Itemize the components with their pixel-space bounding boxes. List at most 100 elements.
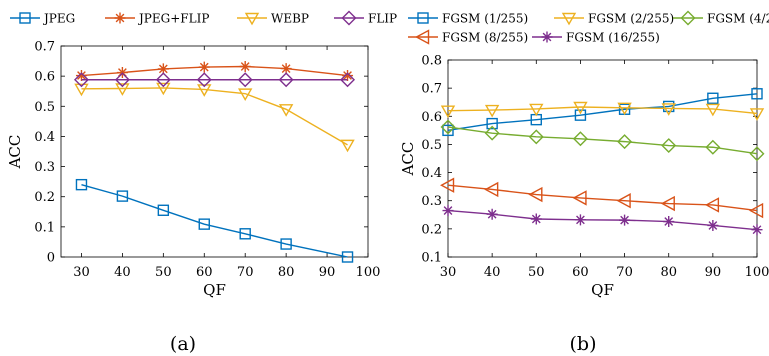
data-point (574, 214, 586, 226)
data-point (573, 101, 588, 115)
x-tick-label: 70 (616, 265, 633, 280)
data-point (198, 61, 210, 73)
data-point (572, 131, 588, 147)
series-line (447, 209, 758, 231)
data-point (617, 134, 633, 150)
legend-item-fgsm-8-255: FGSM (8/255) (408, 29, 528, 45)
data-point (340, 139, 355, 153)
data-point (342, 70, 354, 82)
legend-label: FLIP (368, 12, 397, 26)
data-point (663, 216, 675, 228)
plot-area-frame (447, 59, 758, 258)
data-point (572, 190, 587, 206)
legend-marker (19, 12, 31, 24)
x-tick-label: 30 (73, 265, 90, 280)
y-tick-label: 0.5 (34, 100, 55, 115)
y-axis-label: ACC (399, 142, 417, 177)
y-tick-label: 0.6 (34, 70, 55, 85)
data-point (280, 238, 292, 250)
data-point (484, 181, 499, 198)
data-point (442, 205, 454, 217)
legend-label: FGSM (1/255) (442, 12, 528, 26)
data-point (616, 193, 631, 209)
data-point (749, 108, 765, 121)
data-point (530, 213, 542, 225)
legend-label: FGSM (4/255) (707, 12, 769, 26)
x-tick-label: 100 (745, 265, 769, 280)
data-point (749, 202, 764, 219)
series-line (447, 93, 758, 132)
data-point (239, 228, 251, 240)
plot-area-frame (60, 45, 369, 258)
data-point (528, 129, 544, 145)
legend-label: FGSM (2/255) (588, 12, 674, 26)
x-tick-label: 80 (278, 265, 295, 280)
y-tick-label: 0.1 (34, 220, 55, 235)
data-point (74, 83, 89, 97)
legend-item-flip: FLIP (334, 10, 397, 26)
data-point (278, 72, 294, 88)
data-point (157, 204, 170, 216)
y-tick-label: 0.7 (34, 40, 55, 55)
data-point (114, 72, 130, 88)
data-point (705, 139, 721, 155)
data-point (156, 82, 171, 96)
figure-caption: (b) (570, 333, 597, 355)
series-jpeg (75, 178, 354, 263)
x-tick-label: 30 (440, 265, 457, 280)
y-tick-label: 0.2 (34, 190, 55, 205)
y-axis-label: ACC (6, 135, 24, 170)
legend-label: JPEG+FLIP (137, 12, 209, 26)
data-point (197, 84, 212, 97)
legend-marker (114, 12, 126, 24)
x-tick-label: 40 (484, 265, 501, 280)
legend-item-fgsm-1-255: FGSM (1/255) (408, 12, 528, 26)
x-axis-label: QF (203, 281, 226, 299)
data-point (751, 224, 763, 236)
data-point (115, 83, 130, 96)
data-point (116, 190, 129, 202)
legend-label: FGSM (8/255) (442, 31, 528, 45)
legend-item-fgsm-4-255: FGSM (4/255) (673, 10, 769, 26)
legend-marker (244, 12, 260, 26)
data-point (440, 177, 455, 193)
legend-item-webp: WEBP (237, 12, 309, 26)
x-tick-label: 90 (319, 265, 336, 280)
data-point (574, 109, 587, 121)
legend-label: FGSM (16/255) (566, 31, 660, 45)
y-tick-label: 0.5 (421, 138, 442, 153)
data-point (341, 251, 354, 263)
series-fgsm-2-255 (440, 101, 765, 121)
legend-marker (541, 31, 553, 43)
data-point (660, 195, 675, 212)
data-point (707, 92, 719, 104)
y-tick-label: 0 (47, 251, 55, 266)
series-line (447, 126, 758, 155)
legend-marker (680, 10, 696, 26)
legend-item-jpeg: JPEG (10, 12, 75, 26)
series-line (447, 106, 758, 115)
y-tick-label: 0.7 (421, 82, 442, 97)
x-tick-label: 80 (660, 265, 677, 280)
data-point (196, 72, 212, 88)
data-point (75, 178, 88, 191)
series-webp (74, 82, 355, 153)
y-tick-label: 0.3 (34, 160, 55, 175)
x-tick-label: 90 (705, 265, 722, 280)
data-point (73, 72, 89, 88)
data-point (661, 103, 676, 116)
x-tick-label: 60 (196, 265, 213, 280)
data-point (280, 63, 292, 75)
data-point (619, 214, 631, 226)
y-tick-label: 0.8 (421, 54, 442, 69)
series-flip (73, 72, 356, 88)
y-tick-label: 0.4 (421, 166, 442, 181)
data-point (751, 88, 763, 100)
data-point (529, 103, 544, 117)
y-tick-label: 0.1 (421, 251, 442, 266)
data-point (617, 102, 632, 116)
data-point (237, 88, 253, 102)
legend-marker (561, 12, 577, 26)
chart-b: 30 40 50 60 70 80 90 100 0.1 0.2 0.3 0.4 0.5 0.6 0.7 0.… (399, 10, 769, 355)
